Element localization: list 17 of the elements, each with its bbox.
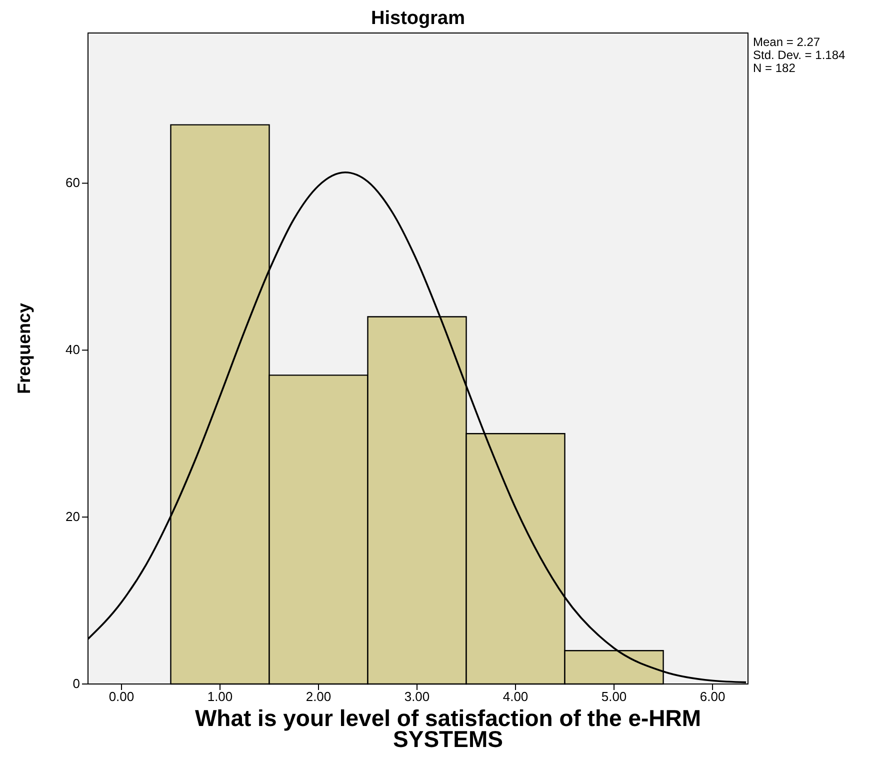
- y-tick-label: 0: [72, 676, 80, 691]
- x-tick-label: 1.00: [207, 689, 233, 704]
- x-tick-label: 3.00: [404, 689, 430, 704]
- y-axis-title: Frequency: [14, 302, 36, 394]
- x-tick-label: 6.00: [700, 689, 726, 704]
- chart-title: Histogram: [370, 8, 466, 30]
- x-tick-label: 5.00: [601, 689, 627, 704]
- x-tick-label: 4.00: [502, 689, 528, 704]
- y-tick-label: 60: [66, 175, 80, 190]
- text: Std. Dev. = 1.184: [753, 48, 846, 62]
- y-tick-label: 40: [66, 342, 80, 358]
- text: Mean = 2.27: [753, 35, 822, 49]
- x-axis-title: What is your level of satisfaction of the e-HRM SYSTEMS: [194, 705, 702, 752]
- x-tick-label: 2.00: [306, 689, 332, 704]
- x-tick-label: 0.00: [108, 689, 134, 704]
- y-tick-label: 20: [66, 509, 80, 524]
- text: N = 182: [753, 61, 796, 75]
